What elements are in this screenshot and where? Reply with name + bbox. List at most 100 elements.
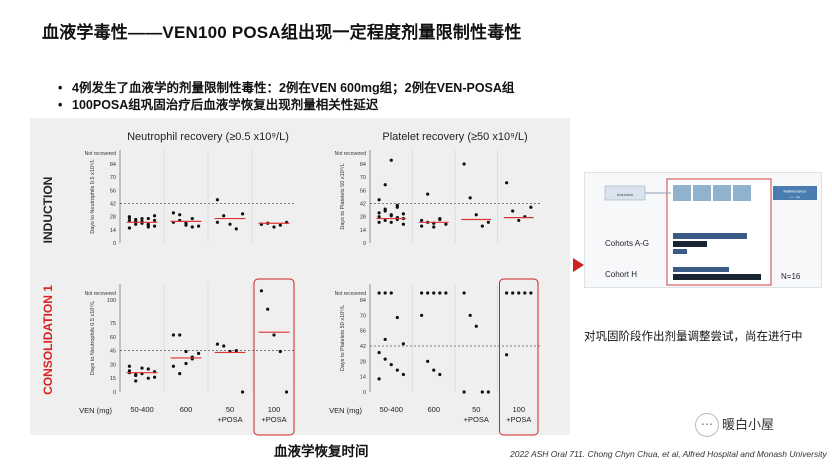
flow-cycle-2 [693, 185, 711, 201]
x-tick-0-3-0: 100 [268, 405, 281, 414]
flow-cycle-3 [713, 185, 731, 201]
y-tick-1-0-2: 70 [360, 175, 366, 181]
data-point-0-0-0-2 [140, 216, 144, 221]
data-point-1-1-0-4 [401, 342, 405, 346]
data-point-0-1-0-2 [140, 366, 144, 370]
flow-maintenance-sub: + / - Ice [790, 195, 800, 199]
y-tick-1-0-6: 14 [360, 228, 366, 234]
data-point-0-1-1-5 [171, 364, 176, 368]
x-tick-1-2-0: 50 [472, 405, 480, 414]
data-point-1-1-0-8 [395, 368, 399, 372]
flowchart-panel: Induction Maintenance + / - Ice Cohorts … [584, 172, 822, 288]
y-tick-0-1-3: 60 [110, 335, 116, 341]
data-point-0-0-0-10 [127, 226, 132, 230]
data-point-0-0-0-15 [127, 215, 132, 219]
y-tick-0-0-7: 0 [113, 241, 116, 247]
data-point-1-1-0-10 [377, 377, 381, 381]
y-tick-1-0-4: 42 [360, 202, 366, 208]
data-point-0-1-2-0 [215, 342, 220, 346]
y-tick-1-0-5: 28 [360, 215, 366, 221]
flow-cycle-4 [733, 185, 751, 201]
bullet-item-2: 100POSA组巩固治疗后血液学恢复出现剂量相关性延迟 [58, 97, 514, 114]
x-tick-1-2-1: +POSA [464, 415, 489, 424]
data-point-1-1-0-7 [389, 363, 393, 367]
data-point-1-1-0-5 [377, 350, 381, 355]
data-point-1-1-2-1 [468, 313, 472, 317]
watermark-text: 暖白小屋 [722, 417, 775, 432]
y-tick-0-0-5: 28 [110, 215, 116, 221]
chart-title-1: Platelet recovery (≥50 x10⁹/L) [382, 131, 527, 143]
panel-label-induction: INDUCTION [41, 177, 55, 244]
y-tick-1-1-1: 84 [360, 298, 366, 304]
x-tick-0-3-1: +POSA [261, 415, 286, 424]
data-point-1-0-3-2 [517, 218, 521, 223]
y-tick-0-0-1: 84 [110, 162, 116, 168]
x-axis-label-1: VEN (mg) [329, 406, 362, 415]
data-point-1-1-1-5 [420, 313, 424, 317]
data-point-1-1-1-6 [426, 359, 430, 363]
data-point-1-0-0-16 [383, 207, 387, 211]
data-point-0-0-3-2 [272, 225, 276, 229]
x-tick-0-0-0: 50-400 [130, 405, 153, 414]
data-point-0-0-0-0 [127, 218, 132, 223]
flow-cohort-h-bar [673, 267, 729, 272]
data-point-1-1-2-2 [474, 324, 478, 328]
data-point-1-1-2-0 [462, 291, 466, 295]
data-point-0-0-0-14 [152, 218, 157, 223]
data-point-1-1-0-0 [377, 291, 381, 295]
data-point-0-1-1-1 [178, 333, 182, 337]
data-point-0-0-2-0 [215, 198, 220, 202]
data-point-1-0-1-5 [420, 218, 424, 223]
data-point-0-0-0-18 [146, 216, 150, 221]
data-point-1-1-3-5 [505, 353, 509, 357]
data-point-0-1-0-8 [146, 367, 150, 371]
data-point-1-1-0-2 [389, 291, 393, 295]
cohort-h-label: Cohort H [605, 270, 637, 279]
data-point-1-0-1-0 [420, 224, 424, 228]
data-point-0-1-1-6 [178, 372, 182, 376]
highlight-box-0 [253, 278, 295, 436]
data-point-0-1-1-2 [184, 349, 188, 354]
data-point-0-0-2-3 [234, 227, 238, 231]
y-axis-label-1-0: Days to Platelets 50 x10⁹/L [339, 163, 346, 229]
data-point-1-1-1-1 [426, 291, 430, 295]
y-axis-label-0-1: Days to Neutrophils 0.5 x10⁹/L [89, 301, 96, 376]
data-point-1-0-0-2 [389, 220, 393, 224]
data-point-1-0-3-4 [529, 205, 533, 209]
y-tick-1-1-7: 0 [363, 390, 366, 396]
data-point-1-1-1-2 [432, 291, 436, 295]
y-tick-0-0-2: 70 [110, 175, 116, 181]
data-point-0-1-3-0 [259, 289, 264, 293]
data-point-0-1-0-9 [152, 375, 157, 379]
y-tick-0-0-0: Not recovered [85, 151, 117, 157]
data-point-0-0-1-4 [196, 224, 201, 228]
y-tick-0-1-4: 45 [110, 349, 116, 355]
data-point-1-1-1-3 [438, 291, 442, 295]
bullet-item-1: 4例发生了血液学的剂量限制性毒性：2例在VEN 600mg组；2例在VEN-PO… [58, 80, 514, 97]
chat-bubble-icon: ⋯ [695, 413, 719, 437]
y-tick-1-1-5: 28 [360, 359, 366, 365]
flow-cohort-ag-small [673, 249, 687, 254]
data-point-0-0-1-3 [190, 216, 194, 221]
data-point-1-1-3-2 [517, 291, 521, 295]
flow-cohort-ag-bar [673, 233, 747, 239]
data-point-1-1-1-8 [438, 372, 442, 377]
data-point-1-1-0-6 [383, 357, 387, 361]
data-point-1-1-2-5 [462, 390, 466, 394]
y-tick-1-0-0: Not recovered [335, 151, 367, 157]
data-point-0-0-0-4 [152, 224, 157, 228]
data-point-1-0-1-6 [426, 192, 430, 196]
y-tick-1-1-4: 42 [360, 344, 366, 350]
data-point-0-1-3-3 [278, 349, 282, 354]
chart-title-0: Neutrophil recovery (≥0.5 x10⁹/L) [127, 131, 289, 143]
data-point-0-0-0-13 [146, 223, 150, 227]
y-tick-0-0-3: 56 [110, 188, 116, 194]
data-point-0-0-3-3 [278, 223, 282, 227]
data-point-1-0-2-4 [486, 220, 490, 224]
data-point-1-1-3-3 [523, 291, 527, 295]
data-point-0-1-3-1 [266, 307, 270, 311]
y-tick-0-1-5: 30 [110, 362, 116, 368]
data-point-0-1-0-10 [127, 369, 132, 373]
cohorts-ag-label: Cohorts A-G [605, 239, 649, 248]
x-tick-0-2-1: +POSA [217, 415, 242, 424]
